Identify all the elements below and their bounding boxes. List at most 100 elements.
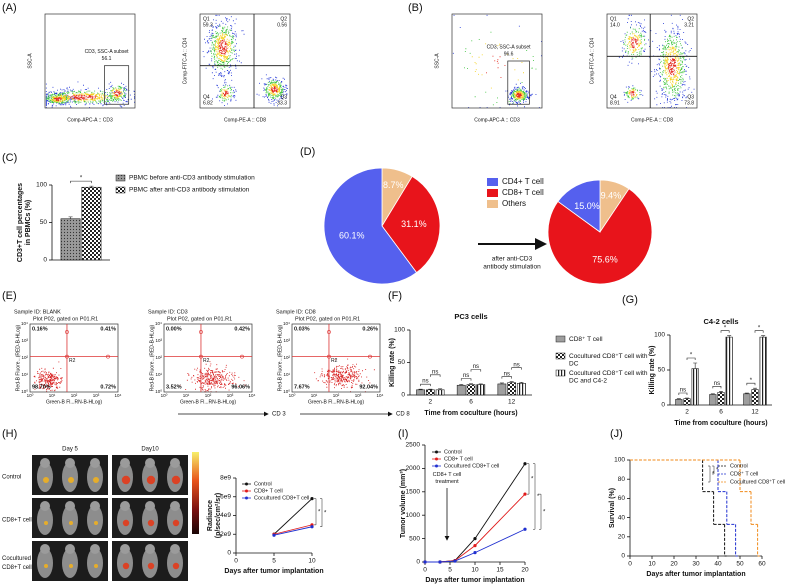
mouse-head <box>120 501 130 511</box>
y-axis-label: SSC-A <box>434 53 440 69</box>
point <box>438 560 442 564</box>
panel-label: (B) <box>408 2 423 14</box>
legend-swatch <box>487 200 498 208</box>
quadrant-value: 59.3 <box>203 22 213 28</box>
quadrant-value: 98.70% <box>32 384 51 390</box>
legend-label: CD8⁺ T cell <box>730 470 758 477</box>
legend-label: Cocultured CD8⁺T cell with DC and C4-2 <box>569 370 649 385</box>
x-tick-label: 10⁴ <box>377 393 384 398</box>
quadrant-value: 0.26% <box>362 326 378 332</box>
legend-label: Control <box>444 449 462 455</box>
point <box>310 525 314 529</box>
event-dots <box>54 90 121 102</box>
mouse-head <box>170 544 180 554</box>
x-tick-label: 10 <box>308 558 316 565</box>
quadrant-name: Q2 <box>280 16 287 22</box>
day-label: Day10 <box>141 447 159 453</box>
gate <box>507 60 530 105</box>
x-tick-label: 60 <box>758 561 766 568</box>
legend-label: Control <box>254 481 272 487</box>
event-dots <box>314 358 375 393</box>
quadrant-value: 0.42% <box>234 326 250 332</box>
x-axis-label: Time from coculture (hours) <box>424 410 517 417</box>
error-bar <box>459 384 464 386</box>
mouse-head <box>90 501 100 511</box>
significance-label: ns <box>513 362 519 368</box>
plot-frame <box>199 13 291 109</box>
y-tick-label: 10⁴ <box>283 321 290 326</box>
legend-marker <box>245 482 248 486</box>
region-handle <box>368 354 372 359</box>
region-handle <box>65 330 69 334</box>
error-bar <box>685 397 689 399</box>
significance-bracket <box>712 386 722 389</box>
significance-bracket <box>720 330 730 333</box>
significance-bracket <box>430 374 441 377</box>
plot-title: Plot P02, gated on P01.R1 <box>295 316 360 322</box>
legend-swatch <box>115 174 126 182</box>
quadrant-value: 7.67% <box>294 384 310 390</box>
significance-bracket <box>708 465 711 483</box>
bar <box>517 382 526 396</box>
significance-bracket <box>470 369 482 372</box>
transition-label: after anti-CD3 <box>492 256 533 263</box>
significance-label: * <box>318 509 321 515</box>
series-line <box>273 498 313 535</box>
mouse-head <box>145 501 155 511</box>
significance-bracket <box>70 180 92 184</box>
series-line <box>273 524 313 535</box>
mouse-head <box>90 458 100 468</box>
slice-label: 31.1% <box>401 219 427 229</box>
quadrant-value: 3.21 <box>684 22 694 28</box>
quadrant-value: 92.04% <box>359 384 378 390</box>
quadrant-value: 73.8 <box>684 100 694 106</box>
point <box>453 559 457 563</box>
significance-bracket <box>712 465 715 475</box>
y-axis-label: (p/sec/cm²/sr) <box>215 493 222 539</box>
y-tick-label: 100 <box>36 182 47 189</box>
y-tick-label: 10³ <box>21 338 28 343</box>
slice-label: 8.7% <box>383 180 404 190</box>
legend-label: Cocultured CD8+T cell <box>254 495 309 501</box>
significance-label: ns <box>714 381 720 387</box>
bar <box>691 368 699 406</box>
x-tick-label: 2 <box>685 409 689 416</box>
quadrant-value: 8.91 <box>610 100 620 106</box>
plot-title: Plot P02, gated on P01.R1 <box>33 316 98 322</box>
x-tick-label: 10⁰ <box>161 393 168 398</box>
significance-bracket <box>501 376 512 379</box>
quadrant-value: 0.41% <box>100 326 116 332</box>
x-tick-label: 40 <box>714 561 722 568</box>
y-tick-label: 0 <box>661 402 665 409</box>
region-handle <box>199 330 203 334</box>
significance-bracket <box>754 330 764 333</box>
panel-label: (D) <box>300 146 315 158</box>
legend-swatch <box>555 335 566 343</box>
legend-marker <box>245 489 248 493</box>
y-tick-label: 0 <box>621 553 625 560</box>
mouse <box>37 462 53 492</box>
x-tick-label: 10² <box>71 393 78 398</box>
significance-label: * <box>543 509 546 515</box>
quadrant-value: 33.3 <box>277 100 287 106</box>
x-tick-label: 0 <box>628 561 632 568</box>
y-axis-label: SSC-A <box>27 53 33 69</box>
error-bar <box>438 388 443 390</box>
point <box>310 497 314 501</box>
event-dots <box>218 39 278 97</box>
bioluminescence <box>146 475 156 485</box>
significance-bracket <box>420 383 431 387</box>
y-tick-label: 1500 <box>406 489 421 496</box>
significance-label: * <box>724 325 727 331</box>
quadrant-name: Q1 <box>610 16 617 22</box>
y-tick-label: 0 <box>43 257 47 264</box>
bar <box>709 394 717 406</box>
significance-label: ns <box>463 373 469 379</box>
bioluminescence <box>172 562 180 570</box>
x-tick-label: 6 <box>469 399 473 406</box>
chart-title: C4-2 cells <box>703 317 738 326</box>
chart-title: PC3 cells <box>454 312 487 321</box>
mouse-head <box>170 501 180 511</box>
panel-label: (J) <box>610 428 623 440</box>
significance-bracket <box>527 463 530 495</box>
